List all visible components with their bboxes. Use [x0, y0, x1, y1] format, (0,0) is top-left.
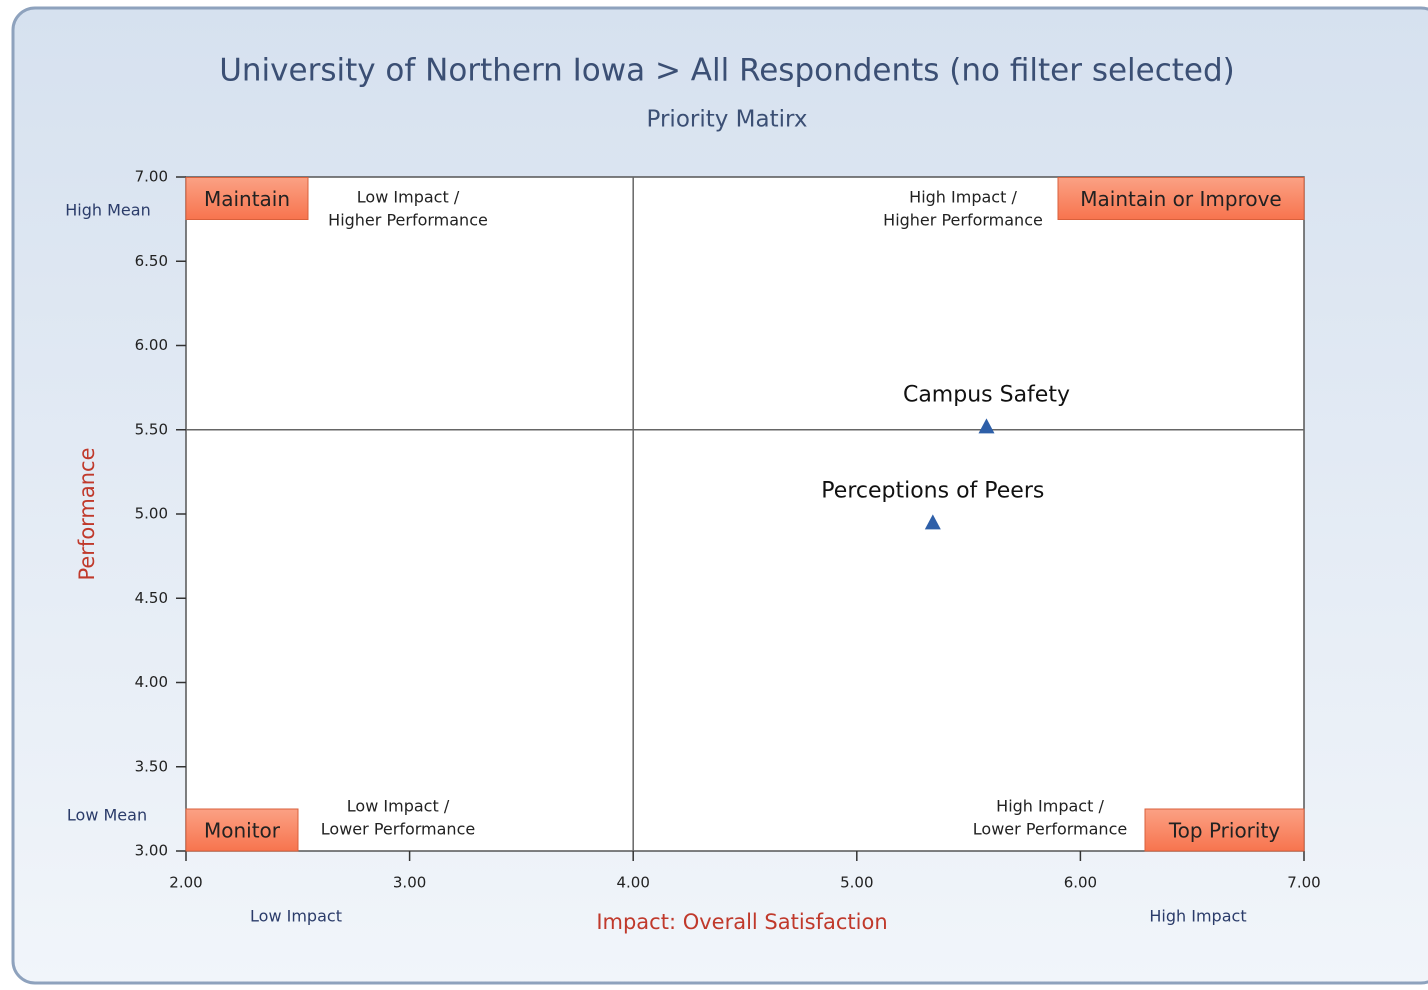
- quadrant-description: Lower Performance: [973, 820, 1127, 839]
- y-tick-label: 3.00: [135, 842, 168, 860]
- point-label: Perceptions of Peers: [821, 478, 1044, 503]
- x-axis-label: Impact: Overall Satisfaction: [596, 910, 887, 934]
- quadrant-description: Higher Performance: [328, 211, 488, 230]
- quadrant-tag-label: Maintain: [204, 187, 290, 211]
- quadrant-tag: [1144, 808, 1305, 852]
- x-tick-label: 3.00: [393, 874, 426, 892]
- x-tick-label: 4.00: [616, 874, 649, 892]
- y-tick-label: 7.00: [135, 168, 168, 186]
- quadrant-tag: [185, 177, 309, 220]
- y-tick-label: 5.50: [135, 420, 168, 438]
- quadrant-tag: [1057, 177, 1305, 220]
- plot-area: [185, 176, 1305, 852]
- quadrant-tag-label: Top Priority: [1168, 819, 1280, 843]
- y-tick-label: 4.00: [135, 673, 168, 691]
- quadrant-description: High Impact /: [996, 797, 1104, 816]
- quadrant-description: Lower Performance: [321, 820, 475, 839]
- y-tick-label: 4.50: [135, 589, 168, 607]
- point: [978, 418, 995, 434]
- y-tick-label: 6.00: [135, 336, 168, 354]
- quadrant-tag-label: Maintain or Improve: [1080, 187, 1281, 211]
- chart-title: University of Northern Iowa > All Respon…: [219, 53, 1235, 89]
- y-tick-label: 3.50: [135, 757, 168, 775]
- quadrant-description: Higher Performance: [883, 211, 1043, 230]
- y-axis-label: Performance: [75, 447, 99, 580]
- x-tick-label: 2.00: [169, 874, 202, 892]
- y-tick-label: 5.00: [135, 505, 168, 523]
- chart-subtitle: Priority Matirx: [647, 107, 808, 133]
- y-tick-label: 6.50: [135, 252, 168, 270]
- quadrant-description: Low Impact /: [357, 188, 460, 207]
- y-end-label: High Mean: [65, 201, 150, 220]
- x-tick-label: 6.00: [1064, 874, 1097, 892]
- quadrant-description: High Impact /: [909, 188, 1017, 207]
- x-tick-label: 5.00: [840, 874, 873, 892]
- point-label: Campus Safety: [903, 382, 1070, 407]
- quadrant-tag: [185, 808, 299, 852]
- quadrant-description: Low Impact /: [347, 797, 450, 816]
- x-end-label: Low Impact: [250, 907, 342, 926]
- x-end-label: High Impact: [1149, 907, 1246, 926]
- quadrant-tag-label: Monitor: [204, 819, 281, 843]
- y-end-label: Low Mean: [67, 806, 147, 825]
- x-tick-label: 7.00: [1287, 874, 1320, 892]
- point: [924, 514, 941, 530]
